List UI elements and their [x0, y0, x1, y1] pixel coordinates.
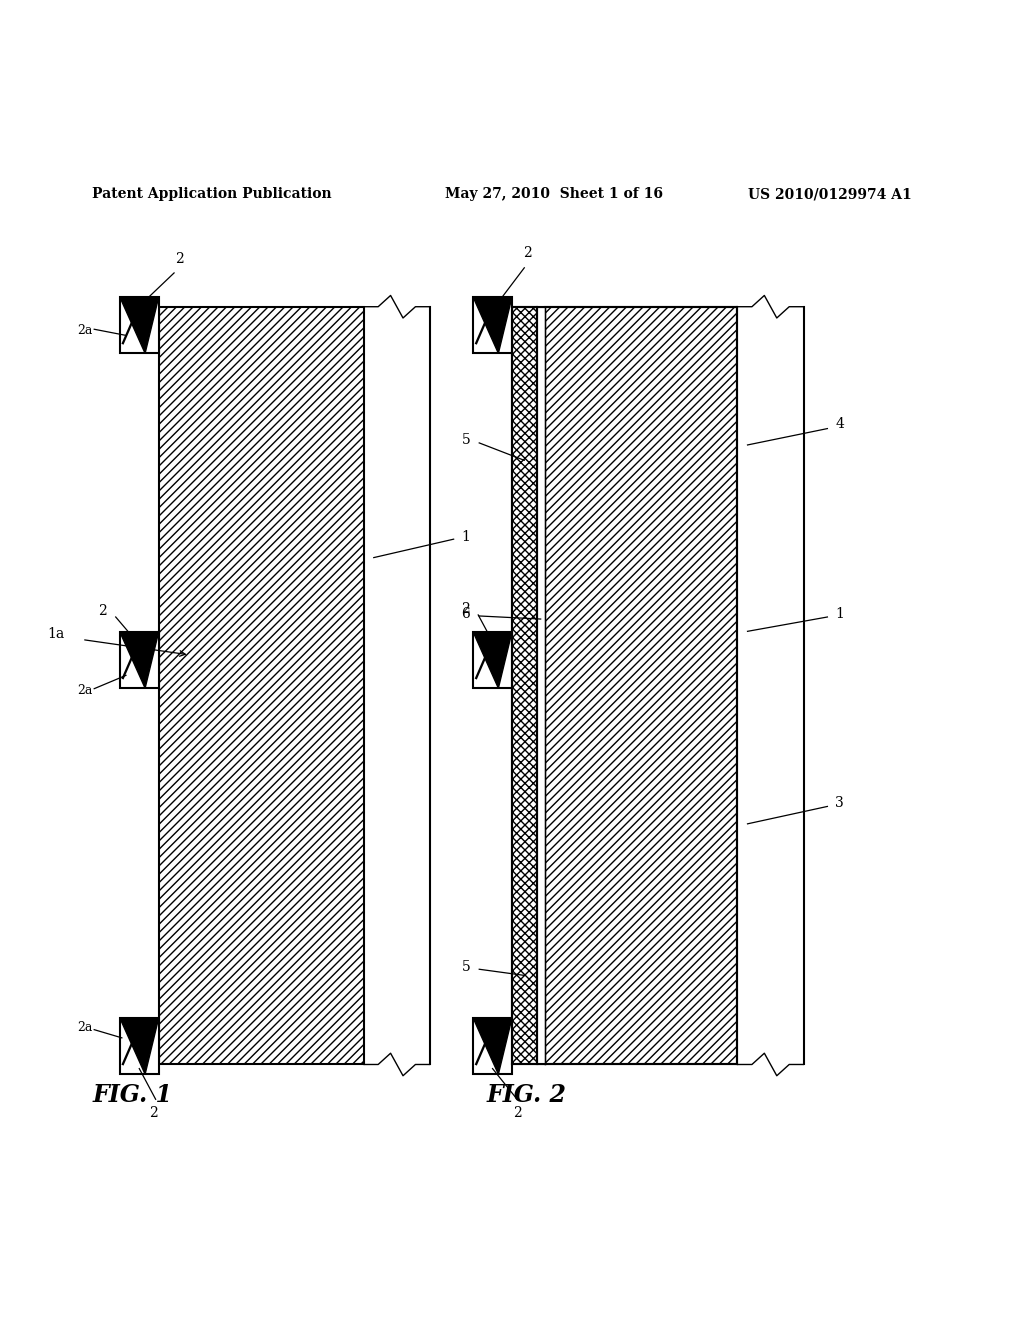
Text: 2a: 2a	[77, 684, 92, 697]
Text: US 2010/0129974 A1: US 2010/0129974 A1	[748, 187, 911, 201]
Text: May 27, 2010  Sheet 1 of 16: May 27, 2010 Sheet 1 of 16	[445, 187, 664, 201]
Bar	[545, 306, 737, 1064]
Text: 2: 2	[98, 603, 106, 618]
Bar	[537, 306, 545, 1064]
Text: 5: 5	[462, 960, 470, 974]
Text: 5: 5	[462, 433, 470, 447]
Bar	[159, 306, 364, 1064]
Text: 1a: 1a	[48, 627, 65, 642]
Bar	[512, 306, 537, 1064]
Text: 6: 6	[462, 607, 470, 620]
Bar	[473, 632, 512, 688]
Text: 2: 2	[150, 1106, 158, 1119]
Text: 1: 1	[836, 607, 844, 620]
Bar	[120, 297, 159, 354]
Text: 2a: 2a	[77, 323, 92, 337]
Text: 4: 4	[836, 417, 844, 432]
Polygon shape	[120, 297, 159, 354]
Bar	[159, 306, 364, 1064]
Polygon shape	[473, 632, 512, 688]
Text: 2: 2	[462, 602, 470, 616]
Text: FIG. 1: FIG. 1	[92, 1084, 172, 1107]
Bar	[120, 1018, 159, 1074]
Polygon shape	[473, 297, 512, 354]
Text: FIG. 2: FIG. 2	[486, 1084, 566, 1107]
Bar	[473, 297, 512, 354]
Text: 3: 3	[836, 796, 844, 810]
Bar	[512, 306, 537, 1064]
Bar	[120, 632, 159, 688]
Polygon shape	[473, 1018, 512, 1074]
Bar	[473, 1018, 512, 1074]
Polygon shape	[120, 1018, 159, 1074]
Polygon shape	[120, 632, 159, 688]
Text: 2: 2	[523, 247, 531, 260]
Text: 2: 2	[513, 1106, 521, 1119]
Text: 1: 1	[462, 531, 470, 544]
Text: Patent Application Publication: Patent Application Publication	[92, 187, 332, 201]
Bar	[545, 306, 737, 1064]
Text: 2a: 2a	[77, 1022, 92, 1034]
Text: 2: 2	[175, 252, 183, 265]
